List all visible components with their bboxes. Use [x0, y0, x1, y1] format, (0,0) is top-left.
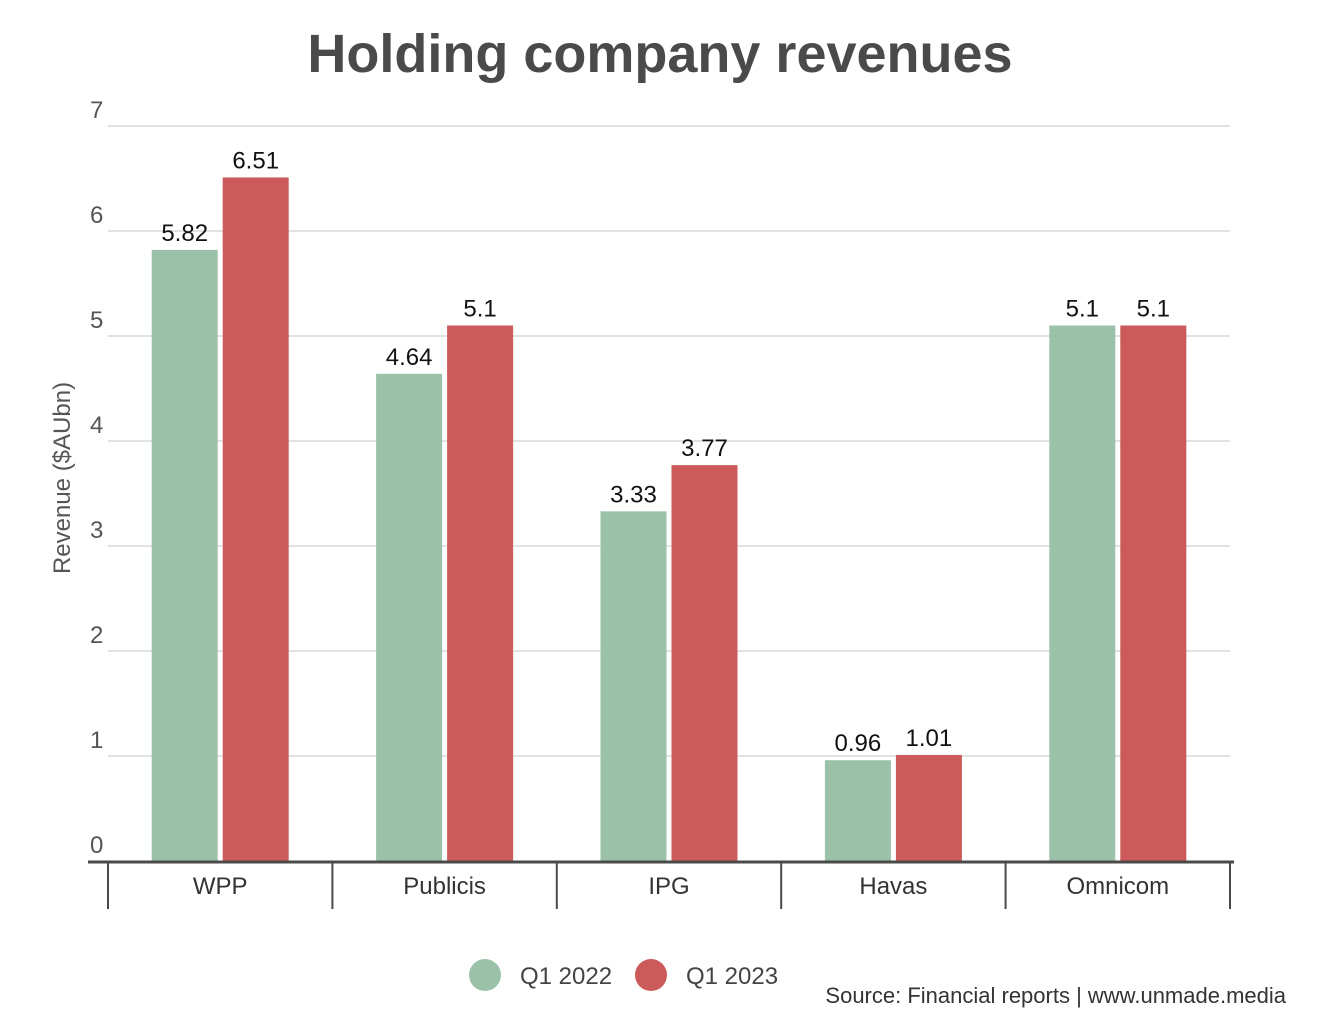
- x-tick-label: Omnicom: [1066, 873, 1169, 900]
- data-label: 1.01: [906, 725, 953, 752]
- data-label: 5.1: [463, 296, 496, 323]
- y-axis-title: Revenue ($AUbn): [49, 382, 76, 574]
- data-label: 3.77: [681, 435, 728, 462]
- y-tick-label: 7: [90, 97, 103, 124]
- legend-swatch-q1-2023: [635, 959, 667, 991]
- y-tick-label: 5: [90, 307, 103, 334]
- x-tick-label: Havas: [859, 873, 927, 900]
- bar-omnicom-q1-2023: [1120, 325, 1187, 861]
- bar-havas-q1-2022: [824, 760, 891, 861]
- y-tick-label: 0: [90, 832, 103, 859]
- data-labels: 5.82 6.51 4.64 5.1 3.33 3.77 0.96 1.01 5.1 5.1: [161, 147, 1170, 757]
- data-label: 0.96: [835, 730, 882, 757]
- legend-swatch-q1-2022: [469, 959, 501, 991]
- bars: [151, 177, 1187, 861]
- x-tick-label: Publicis: [403, 873, 486, 900]
- bar-wpp-q1-2022: [151, 249, 218, 861]
- legend-label-q1-2022: Q1 2022: [520, 963, 612, 990]
- data-label: 3.33: [610, 481, 657, 508]
- x-axis: WPP Publicis IPG Havas Omnicom: [88, 860, 1234, 909]
- bar-ipg-q1-2022: [600, 511, 667, 861]
- source-note: Source: Financial reports | www.unmade.m…: [825, 983, 1286, 1008]
- bar-omnicom-q1-2022: [1049, 325, 1116, 861]
- bar-havas-q1-2023: [895, 754, 962, 861]
- x-tick-label: IPG: [648, 873, 689, 900]
- bar-ipg-q1-2023: [671, 465, 738, 861]
- data-label: 6.51: [232, 147, 279, 174]
- legend-label-q1-2023: Q1 2023: [686, 963, 778, 990]
- bar-wpp-q1-2023: [222, 177, 289, 861]
- y-tick-label: 6: [90, 202, 103, 229]
- data-label: 4.64: [386, 344, 433, 371]
- data-label: 5.1: [1137, 296, 1170, 323]
- bar-publicis-q1-2022: [376, 373, 443, 861]
- legend: Q1 2022 Q1 2023: [469, 959, 778, 991]
- y-tick-label: 2: [90, 622, 103, 649]
- y-tick-label: 1: [90, 727, 103, 754]
- gridlines: [108, 125, 1230, 757]
- x-tick-label: WPP: [193, 873, 248, 900]
- y-tick-label: 4: [90, 412, 103, 439]
- y-tick-label: 3: [90, 517, 103, 544]
- bar-publicis-q1-2023: [447, 325, 514, 861]
- y-axis-ticks: 0 1 2 3 4 5 6 7: [90, 97, 103, 859]
- data-label: 5.1: [1066, 296, 1099, 323]
- chart-title: Holding company revenues: [307, 24, 1012, 84]
- data-label: 5.82: [161, 220, 208, 247]
